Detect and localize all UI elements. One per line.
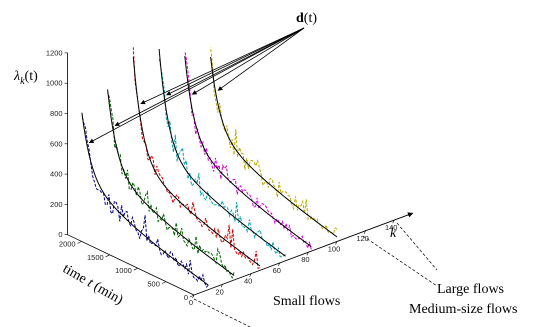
series-fit-line bbox=[158, 48, 286, 257]
k-tick-label: 80 bbox=[301, 255, 309, 264]
z-tick-label: 600 bbox=[50, 139, 63, 148]
k-tick-label: 40 bbox=[244, 277, 252, 286]
k-axis-line bbox=[193, 212, 414, 296]
z-tick-label: 200 bbox=[50, 200, 63, 209]
k-tick-mark bbox=[306, 252, 309, 256]
series-fit-line bbox=[184, 55, 312, 247]
d-t-arrow bbox=[114, 27, 305, 127]
group-divider bbox=[362, 235, 438, 287]
z-tick-label: 1200 bbox=[46, 48, 63, 57]
k-tick-mark bbox=[335, 241, 338, 245]
k-tick-label: 20 bbox=[215, 287, 223, 296]
k-tick-mark bbox=[220, 284, 223, 288]
time-tick-label: 1000 bbox=[115, 266, 132, 275]
k-tick-label: 100 bbox=[328, 245, 341, 254]
k-tick-label: 140 bbox=[385, 223, 398, 232]
large-flows-label: Large flows bbox=[437, 282, 504, 297]
d-t-label: d(t) bbox=[296, 11, 317, 26]
time-tick-mark bbox=[133, 267, 138, 271]
z-tick-label: 1000 bbox=[46, 79, 63, 88]
k-tick-label: 120 bbox=[356, 234, 369, 243]
axes-group: 0200400600800100012000500100015002000020… bbox=[46, 48, 414, 307]
annotation-layer bbox=[88, 27, 438, 327]
medium-flows-label: Medium-size flows bbox=[409, 302, 517, 317]
series-noisy-line bbox=[107, 92, 235, 280]
k-tick-label: 60 bbox=[273, 266, 281, 275]
small-flows-label: Small flows bbox=[273, 294, 340, 309]
time-tick-mark bbox=[161, 281, 167, 284]
group-divider bbox=[193, 298, 251, 327]
series-fit-line bbox=[210, 56, 338, 238]
z-tick-label: 400 bbox=[50, 170, 63, 179]
z-tick-label: 0 bbox=[58, 230, 62, 239]
k-tick-mark bbox=[278, 262, 281, 267]
group-divider bbox=[396, 222, 438, 271]
time-tick-label: 500 bbox=[147, 280, 160, 289]
k-tick-mark bbox=[363, 230, 366, 234]
k-tick-mark bbox=[192, 294, 195, 299]
time-tick-mark bbox=[105, 254, 110, 258]
d-t-arrow bbox=[191, 27, 305, 95]
time-axis-line bbox=[67, 234, 195, 296]
time-tick-label: 2000 bbox=[59, 239, 76, 248]
series-layer bbox=[81, 47, 338, 288]
z-tick-label: 800 bbox=[50, 109, 63, 118]
time-tick-mark bbox=[77, 241, 82, 244]
d-t-arrow bbox=[217, 27, 305, 91]
series-noisy-line bbox=[184, 51, 312, 250]
d-t-arrow bbox=[140, 27, 305, 105]
time-tick-label: 1500 bbox=[87, 253, 104, 262]
k-tick-label: 0 bbox=[189, 298, 193, 307]
time-tick-label: 0 bbox=[184, 293, 188, 302]
series-fit-line bbox=[132, 57, 261, 267]
d-t-arrow bbox=[166, 27, 305, 96]
k-tick-mark bbox=[249, 273, 252, 277]
k-axis-label: k bbox=[390, 226, 397, 241]
series-fit-line bbox=[107, 89, 235, 276]
d-t-arrow bbox=[88, 27, 305, 144]
z-axis-label: λk(t) bbox=[13, 69, 38, 87]
time-tick-mark bbox=[189, 294, 195, 298]
series-fit-line bbox=[81, 112, 209, 286]
series-noisy-line bbox=[210, 47, 338, 235]
k-tick-mark bbox=[392, 219, 395, 224]
